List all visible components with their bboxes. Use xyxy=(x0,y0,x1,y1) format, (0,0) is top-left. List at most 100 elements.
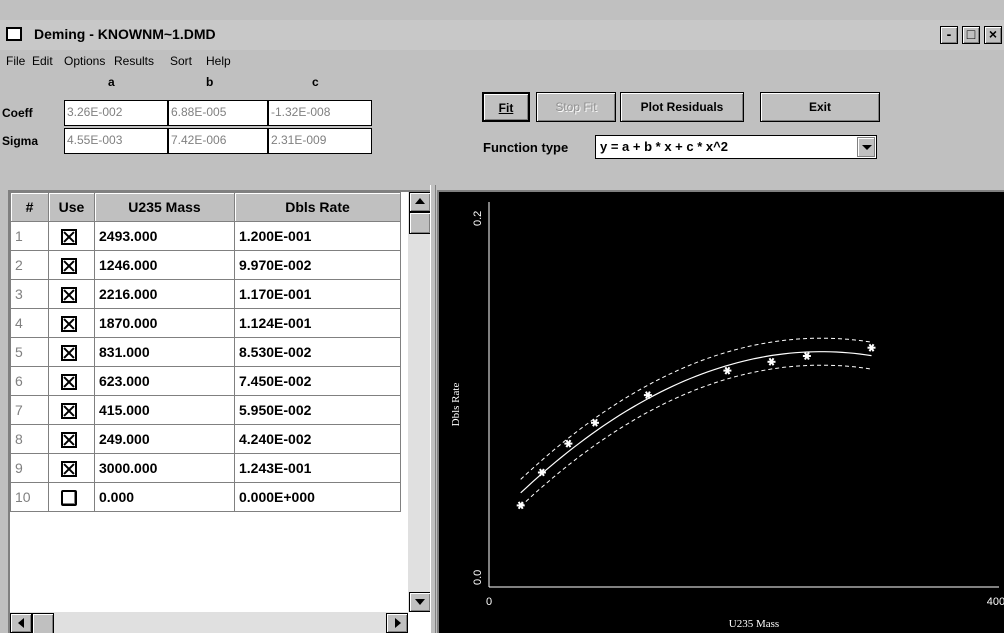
column-header-use[interactable]: Use xyxy=(48,192,95,222)
horizontal-scroll-thumb[interactable] xyxy=(32,613,54,633)
data-grid-panel: # Use U235 Mass Dbls Rate 1 2493.000 1.200… xyxy=(8,190,430,633)
use-checkbox[interactable] xyxy=(61,344,77,361)
vertical-scrollbar[interactable] xyxy=(408,192,430,612)
dbls-rate-cell[interactable]: 1.124E-001 xyxy=(234,308,401,338)
table-row[interactable]: 9 3000.000 1.243E-001 xyxy=(10,453,401,483)
data-point xyxy=(767,357,776,366)
arrow-up-icon xyxy=(415,198,425,204)
row-number[interactable]: 1 xyxy=(10,221,49,251)
coeff-b-value: 6.88E-005 xyxy=(168,100,268,126)
title-bar[interactable]: Deming - KNOWNM~1.DMD - □ × xyxy=(0,20,1004,50)
dbls-rate-cell[interactable]: 0.000E+000 xyxy=(234,482,401,512)
table-row[interactable]: 10 0.000 0.000E+000 xyxy=(10,482,401,512)
row-number[interactable]: 2 xyxy=(10,250,49,280)
u235-mass-cell[interactable]: 831.000 xyxy=(94,337,235,367)
dbls-rate-cell[interactable]: 4.240E-002 xyxy=(234,424,401,454)
dbls-rate-cell[interactable]: 1.170E-001 xyxy=(234,279,401,309)
use-checkbox[interactable] xyxy=(61,431,77,448)
u235-mass-cell[interactable]: 1246.000 xyxy=(94,250,235,280)
u235-mass-cell[interactable]: 249.000 xyxy=(94,424,235,454)
u235-mass-cell[interactable]: 2216.000 xyxy=(94,279,235,309)
table-row[interactable]: 4 1870.000 1.124E-001 xyxy=(10,308,401,338)
column-header-number[interactable]: # xyxy=(10,192,49,222)
stop-fit-button[interactable]: Stop Fit xyxy=(536,92,616,122)
row-number[interactable]: 10 xyxy=(10,482,49,512)
function-type-value: y = a + b * x + c * x^2 xyxy=(600,139,728,154)
u235-mass-cell[interactable]: 3000.000 xyxy=(94,453,235,483)
data-point-stroke xyxy=(539,468,545,477)
menu-edit[interactable]: Edit xyxy=(32,54,53,68)
table-row[interactable]: 8 249.000 4.240E-002 xyxy=(10,424,401,454)
use-checkbox[interactable] xyxy=(61,257,77,274)
fit-button[interactable]: Fit xyxy=(482,92,530,122)
sigma-c-value: 2.31E-009 xyxy=(268,128,372,154)
dbls-rate-cell[interactable]: 1.243E-001 xyxy=(234,453,401,483)
data-point xyxy=(591,418,599,427)
row-number[interactable]: 7 xyxy=(10,395,49,425)
table-row[interactable]: 1 2493.000 1.200E-001 xyxy=(10,221,401,251)
data-point xyxy=(537,468,546,477)
data-table: # Use U235 Mass Dbls Rate 1 2493.000 1.200… xyxy=(10,192,401,512)
y-tick-label: 0.0 xyxy=(472,570,484,585)
use-checkbox[interactable] xyxy=(61,315,77,332)
column-header-dbls-rate[interactable]: Dbls Rate xyxy=(234,192,401,222)
chevron-down-icon[interactable] xyxy=(857,137,875,157)
scroll-down-button[interactable] xyxy=(409,592,430,612)
u235-mass-cell[interactable]: 623.000 xyxy=(94,366,235,396)
u235-mass-cell[interactable]: 0.000 xyxy=(94,482,235,512)
minimize-button[interactable]: - xyxy=(940,26,958,44)
dbls-rate-cell[interactable]: 9.970E-002 xyxy=(234,250,401,280)
table-row[interactable]: 2 1246.000 9.970E-002 xyxy=(10,250,401,280)
close-button[interactable]: × xyxy=(984,26,1002,44)
sigma-row-label: Sigma xyxy=(2,134,39,148)
u235-mass-cell[interactable]: 1870.000 xyxy=(94,308,235,338)
table-body: 1 2493.000 1.200E-001 2 1246.000 9.970E-002 3 2… xyxy=(10,221,401,512)
row-number[interactable]: 9 xyxy=(10,453,49,483)
row-number[interactable]: 8 xyxy=(10,424,49,454)
vertical-scroll-thumb[interactable] xyxy=(409,212,430,234)
coeff-c-value: -1.32E-008 xyxy=(268,100,372,126)
u235-mass-cell[interactable]: 415.000 xyxy=(94,395,235,425)
row-number[interactable]: 5 xyxy=(10,337,49,367)
use-checkbox[interactable] xyxy=(61,402,77,419)
dbls-rate-cell[interactable]: 1.200E-001 xyxy=(234,221,401,251)
use-checkbox[interactable] xyxy=(61,489,77,506)
use-checkbox[interactable] xyxy=(61,373,77,390)
function-type-select[interactable]: y = a + b * x + c * x^2 xyxy=(595,135,877,159)
row-number[interactable]: 3 xyxy=(10,279,49,309)
window-title: Deming - KNOWNM~1.DMD xyxy=(34,26,216,42)
u235-mass-cell[interactable]: 2493.000 xyxy=(94,221,235,251)
exit-button[interactable]: Exit xyxy=(760,92,880,122)
menu-options[interactable]: Options xyxy=(64,54,106,68)
system-menu-icon[interactable] xyxy=(6,27,22,41)
menu-sort[interactable]: Sort xyxy=(170,54,193,68)
pane-splitter[interactable] xyxy=(430,185,436,633)
scroll-right-button[interactable] xyxy=(386,613,408,633)
menu-help[interactable]: Help xyxy=(206,54,231,68)
use-checkbox[interactable] xyxy=(61,228,77,245)
table-row[interactable]: 3 2216.000 1.170E-001 xyxy=(10,279,401,309)
menu-results[interactable]: Results xyxy=(114,54,155,68)
row-number[interactable]: 6 xyxy=(10,366,49,396)
dbls-rate-cell[interactable]: 5.950E-002 xyxy=(234,395,401,425)
use-checkbox[interactable] xyxy=(61,460,77,477)
column-header-u235-mass[interactable]: U235 Mass xyxy=(94,192,235,222)
dbls-rate-cell[interactable]: 7.450E-002 xyxy=(234,366,401,396)
table-row[interactable]: 6 623.000 7.450E-002 xyxy=(10,366,401,396)
dbls-rate-cell[interactable]: 8.530E-002 xyxy=(234,337,401,367)
coeff-a-value: 3.26E-002 xyxy=(64,100,168,126)
maximize-button[interactable]: □ xyxy=(962,26,980,44)
scroll-left-button[interactable] xyxy=(10,613,32,633)
use-checkbox[interactable] xyxy=(61,286,77,303)
plot-residuals-button[interactable]: Plot Residuals xyxy=(620,92,744,122)
table-row[interactable]: 7 415.000 5.950E-002 xyxy=(10,395,401,425)
table-row[interactable]: 5 831.000 8.530E-002 xyxy=(10,337,401,367)
scroll-up-button[interactable] xyxy=(409,192,430,212)
menu-file[interactable]: File xyxy=(6,54,26,68)
use-cell xyxy=(48,453,95,483)
horizontal-scrollbar[interactable] xyxy=(10,612,408,633)
row-number[interactable]: 4 xyxy=(10,308,49,338)
